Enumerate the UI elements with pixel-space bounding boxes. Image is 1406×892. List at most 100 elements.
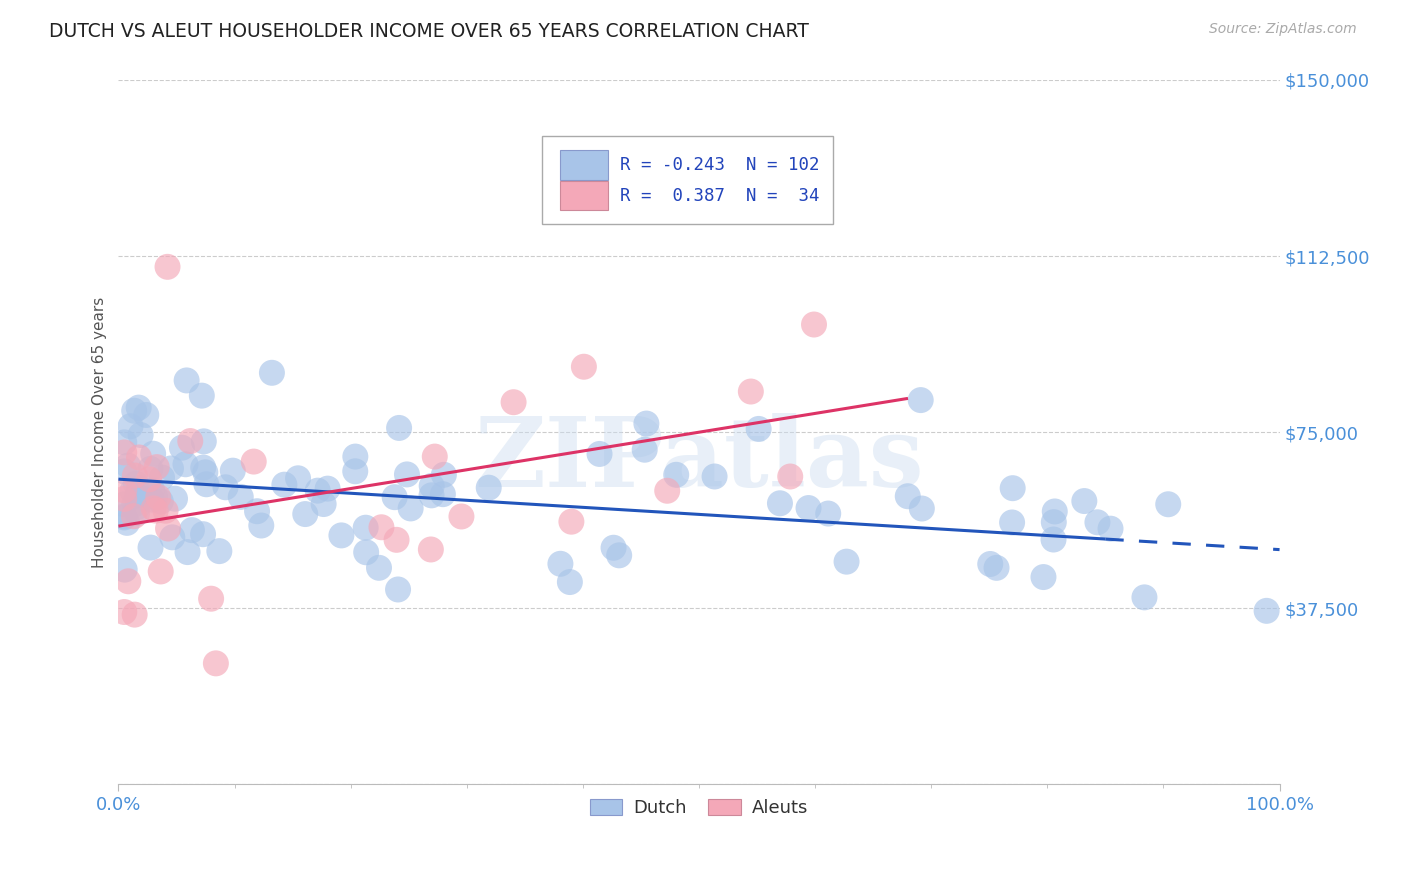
- Point: [273, 477, 295, 491]
- Point: [1087, 516, 1109, 530]
- Point: [156, 260, 179, 274]
- Point: [229, 490, 252, 504]
- Point: [128, 481, 150, 495]
- Point: [127, 489, 149, 503]
- Point: [139, 462, 162, 476]
- Point: [385, 533, 408, 547]
- Point: [117, 574, 139, 589]
- Point: [419, 542, 441, 557]
- Point: [194, 466, 217, 480]
- Point: [176, 545, 198, 559]
- Point: [911, 501, 934, 516]
- Point: [129, 428, 152, 442]
- Point: [294, 507, 316, 521]
- Point: [222, 464, 245, 478]
- Point: [368, 561, 391, 575]
- Point: [817, 507, 839, 521]
- Point: [986, 561, 1008, 575]
- Point: [208, 544, 231, 558]
- Point: [149, 565, 172, 579]
- Point: [1001, 516, 1024, 530]
- Point: [607, 549, 630, 563]
- Point: [149, 494, 172, 508]
- Point: [330, 528, 353, 542]
- Point: [112, 497, 135, 511]
- Point: [176, 373, 198, 387]
- FancyBboxPatch shape: [560, 181, 609, 211]
- Point: [420, 479, 443, 493]
- Point: [1157, 497, 1180, 511]
- Point: [214, 480, 236, 494]
- Point: [195, 477, 218, 491]
- Point: [636, 417, 658, 431]
- Point: [665, 467, 688, 482]
- Point: [558, 575, 581, 590]
- Point: [193, 460, 215, 475]
- Point: [200, 591, 222, 606]
- Point: [142, 501, 165, 516]
- Point: [1001, 481, 1024, 495]
- Point: [657, 483, 679, 498]
- Point: [979, 557, 1001, 571]
- Point: [122, 403, 145, 417]
- Point: [1133, 591, 1156, 605]
- Point: [141, 492, 163, 507]
- Point: [142, 447, 165, 461]
- Point: [124, 607, 146, 622]
- Point: [128, 450, 150, 465]
- Y-axis label: Householder Income Over 65 years: Householder Income Over 65 years: [93, 296, 107, 568]
- Point: [179, 434, 201, 448]
- Point: [145, 460, 167, 475]
- Point: [344, 450, 367, 464]
- Point: [432, 487, 454, 501]
- Point: [155, 504, 177, 518]
- Point: [1073, 494, 1095, 508]
- Text: Source: ZipAtlas.com: Source: ZipAtlas.com: [1209, 22, 1357, 37]
- Point: [260, 366, 283, 380]
- Point: [112, 445, 135, 459]
- Point: [1032, 570, 1054, 584]
- Point: [181, 523, 204, 537]
- Point: [112, 491, 135, 506]
- Point: [170, 441, 193, 455]
- Point: [150, 470, 173, 484]
- Point: [157, 522, 180, 536]
- Point: [384, 490, 406, 504]
- Point: [112, 464, 135, 478]
- Point: [250, 518, 273, 533]
- Point: [139, 541, 162, 555]
- Point: [112, 483, 135, 498]
- Point: [910, 393, 932, 408]
- Point: [121, 483, 143, 498]
- Point: [354, 545, 377, 559]
- Point: [423, 450, 446, 464]
- Point: [344, 464, 367, 478]
- Legend: Dutch, Aleuts: Dutch, Aleuts: [582, 792, 815, 825]
- Point: [114, 563, 136, 577]
- Point: [560, 515, 582, 529]
- Point: [307, 483, 329, 498]
- Point: [242, 454, 264, 468]
- Point: [117, 458, 139, 473]
- Point: [124, 468, 146, 483]
- Point: [835, 555, 858, 569]
- FancyBboxPatch shape: [560, 151, 609, 180]
- Point: [127, 500, 149, 514]
- Point: [797, 501, 820, 516]
- Point: [602, 541, 624, 555]
- Point: [388, 421, 411, 435]
- Point: [703, 469, 725, 483]
- Point: [205, 657, 228, 671]
- Point: [287, 471, 309, 485]
- Point: [145, 503, 167, 517]
- Text: ZIPatlas: ZIPatlas: [474, 413, 924, 508]
- Point: [141, 483, 163, 498]
- Point: [193, 434, 215, 449]
- Point: [1043, 515, 1066, 529]
- Point: [125, 476, 148, 491]
- Point: [1043, 504, 1066, 518]
- Point: [370, 520, 392, 534]
- Point: [163, 491, 186, 506]
- Point: [162, 530, 184, 544]
- Point: [112, 509, 135, 524]
